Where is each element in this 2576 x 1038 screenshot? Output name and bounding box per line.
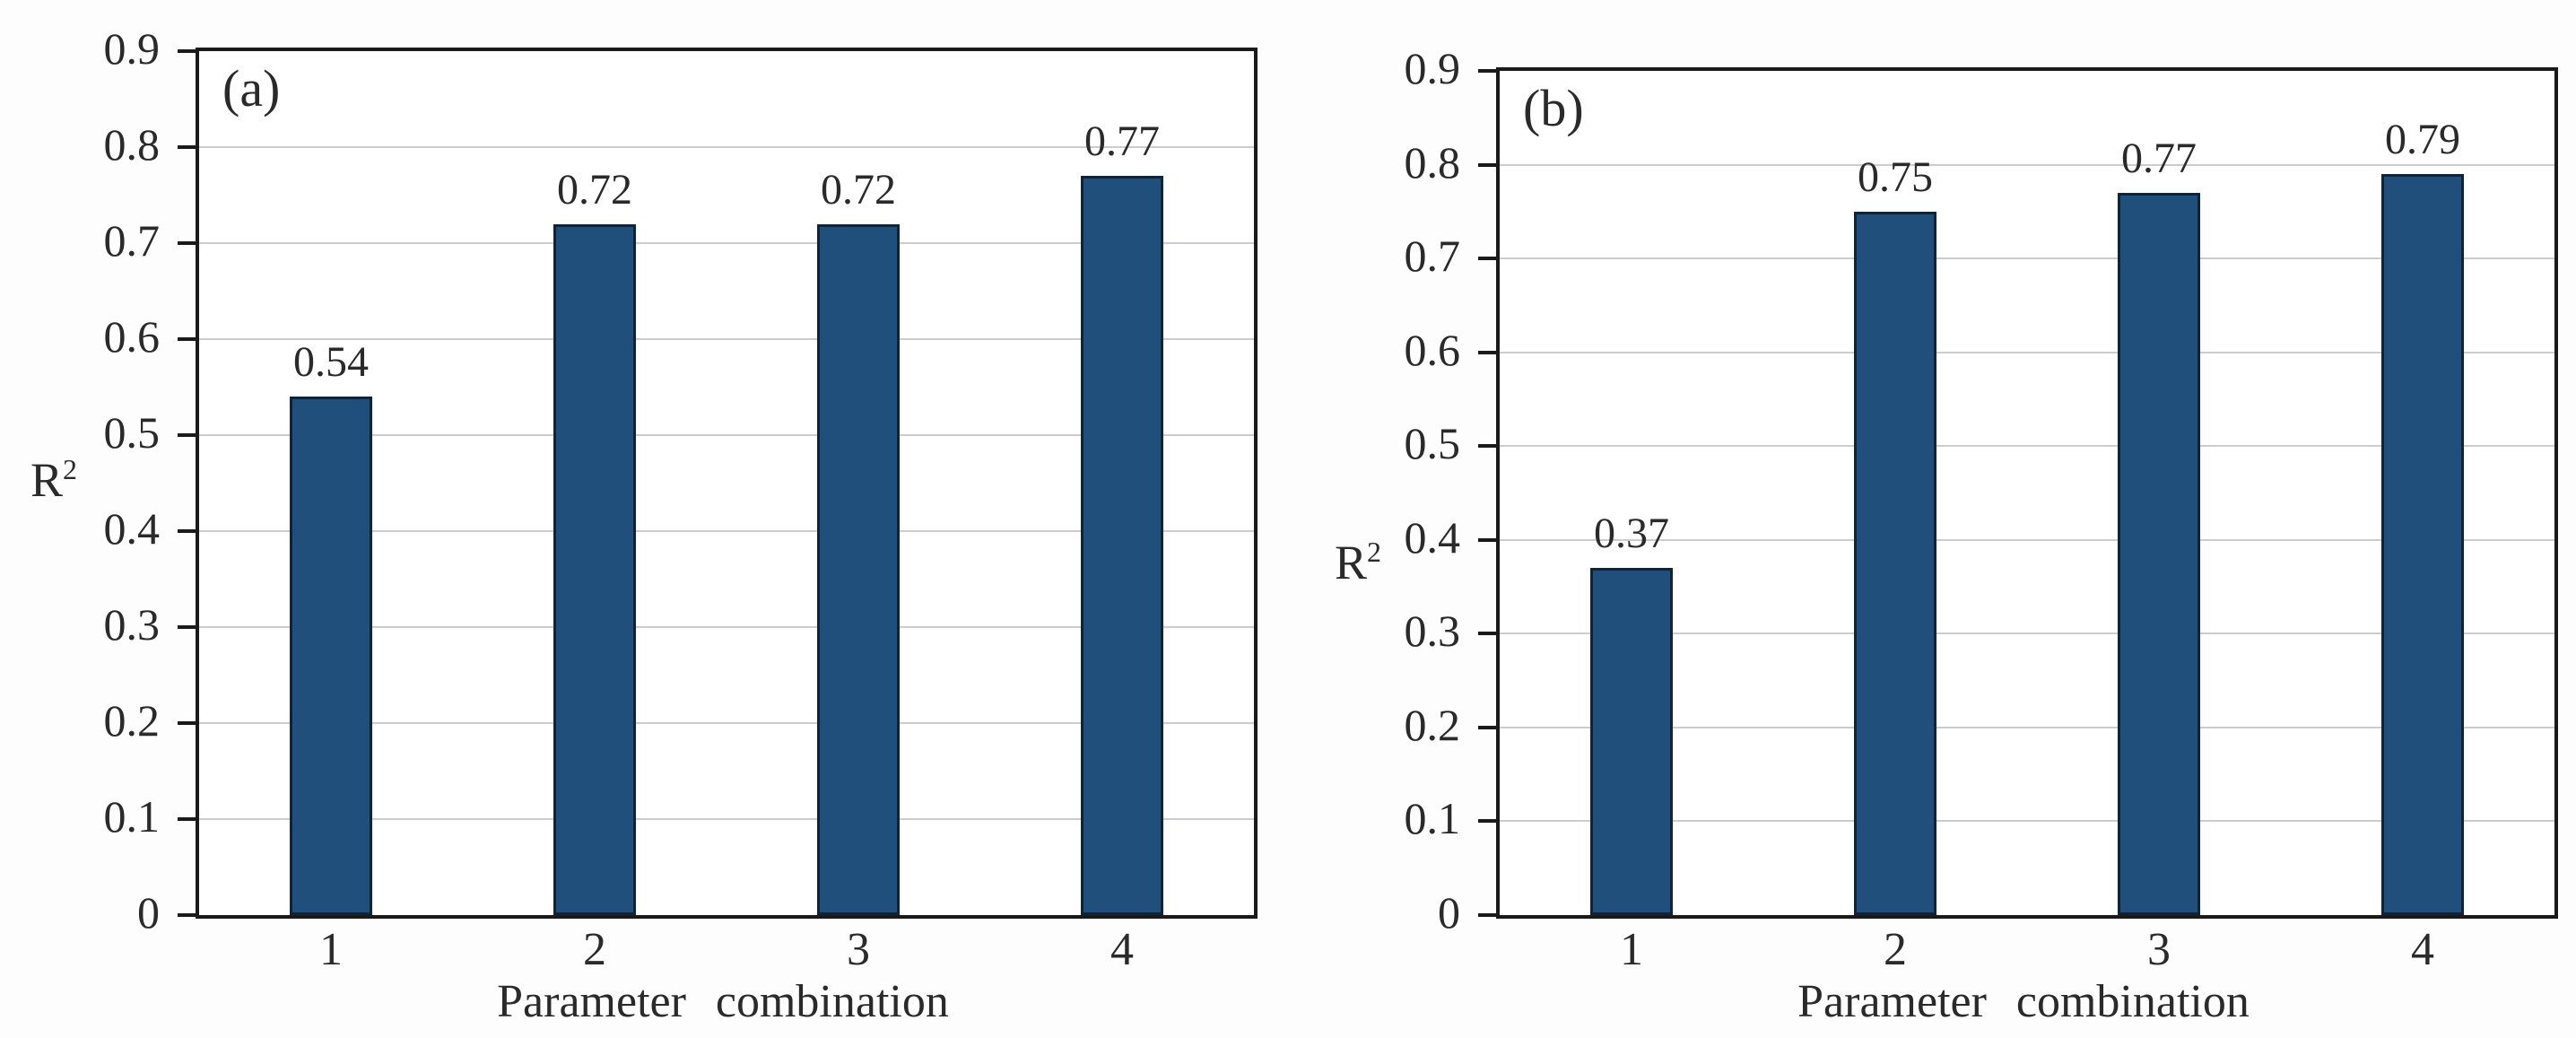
y-axis-title: R2: [1335, 536, 1382, 589]
bar-value-label: 0.77: [2121, 134, 2197, 182]
bar: [1854, 211, 1936, 915]
x-tick-label: 4: [2411, 924, 2434, 975]
gridline: [199, 818, 1254, 820]
y-tick-label: 0.5: [1404, 418, 1461, 469]
y-axis-title: R2: [30, 453, 78, 507]
bar: [553, 223, 636, 915]
panel-letter-a: (a): [222, 59, 281, 118]
y-axis-tick: [178, 49, 196, 53]
y-axis-title-exponent: 2: [63, 453, 78, 485]
gridline: [1500, 632, 2554, 635]
y-axis-tick: [178, 817, 196, 821]
y-tick-label: 0.3: [1404, 606, 1461, 657]
bar-value-label: 0.54: [293, 338, 369, 387]
gridline: [199, 338, 1254, 340]
y-tick-label: 0.5: [103, 407, 161, 458]
x-tick-label: 1: [319, 924, 343, 975]
gridline: [1500, 726, 2554, 728]
gridline: [1500, 538, 2554, 541]
bar-value-label: 0.72: [821, 165, 896, 214]
bar-value-label: 0.77: [1084, 118, 1160, 166]
gridline: [1500, 257, 2554, 260]
y-axis-tick: [1478, 632, 1496, 636]
bar-value-label: 0.37: [1594, 510, 1669, 558]
x-tick-label: 2: [583, 924, 606, 975]
x-tick-label: 1: [1620, 924, 1643, 975]
bar: [2118, 192, 2200, 915]
y-axis-tick: [178, 241, 196, 245]
y-tick-label: 0.7: [103, 215, 161, 266]
gridline: [199, 626, 1254, 628]
y-axis-tick: [1478, 913, 1496, 917]
y-tick-label: 0.7: [1404, 231, 1461, 282]
panel-a: R2 (a) 0 0.1 0.2 0.3 0.4 0.5 0.6 0.7 0.8 0.9 0.54 0…: [0, 0, 1259, 1038]
gridline: [1500, 351, 2554, 353]
y-tick-label: 0.1: [1404, 793, 1461, 844]
y-tick-label: 0.1: [103, 791, 161, 842]
x-tick-label: 3: [2147, 924, 2171, 975]
x-tick-label: 2: [1884, 924, 1907, 975]
y-tick-label: 0.4: [103, 503, 161, 554]
y-axis-tick: [1478, 444, 1496, 449]
y-axis-title-base: R: [1335, 536, 1368, 589]
y-axis-tick: [1478, 350, 1496, 354]
gridline: [199, 242, 1254, 244]
y-tick-label: 0.6: [1404, 324, 1461, 375]
y-axis-tick: [1478, 725, 1496, 729]
bar-value-label: 0.79: [2385, 116, 2460, 164]
y-tick-label: 0.8: [103, 119, 161, 170]
x-tick-label: 3: [847, 924, 870, 975]
plot-area-b: (b) 0 0.1 0.2 0.3 0.4 0.5 0.6 0.7 0.8 0.9 0.37 0.75…: [1405, 46, 2558, 935]
x-axis-title: Parameter combination: [1797, 976, 2250, 1027]
y-axis-tick: [178, 913, 196, 917]
y-axis-tick: [178, 625, 196, 629]
y-axis-tick: [1478, 162, 1496, 167]
y-tick-label: 0.2: [103, 695, 161, 746]
y-tick-label: 0: [137, 887, 160, 938]
bar: [1590, 568, 1673, 915]
y-tick-label: 0.8: [1404, 136, 1461, 188]
bar-value-label: 0.75: [1858, 153, 1933, 201]
panel-letter-b: (b): [1523, 79, 1584, 137]
gridline: [1500, 163, 2554, 166]
y-axis-title-exponent: 2: [1367, 536, 1382, 568]
y-tick-label: 0.3: [103, 599, 161, 650]
bar: [817, 223, 900, 915]
y-tick-label: 0.2: [1404, 699, 1461, 750]
x-axis-title: Parameter combination: [497, 976, 949, 1027]
y-tick-label: 0.4: [1404, 511, 1461, 563]
y-axis-tick: [1478, 819, 1496, 824]
y-tick-label: 0.6: [103, 311, 161, 362]
panel-b: R2 (b) 0 0.1 0.2 0.3 0.4 0.5 0.6 0.7 0.8 0.9 0.37 0…: [1317, 0, 2576, 1038]
y-axis-tick: [178, 721, 196, 725]
y-axis-tick: [178, 433, 196, 437]
gridline: [199, 530, 1254, 532]
plot-area-a: (a) 0 0.1 0.2 0.3 0.4 0.5 0.6 0.7 0.8 0.9 0.54 0.72…: [104, 26, 1258, 935]
gridline: [199, 722, 1254, 724]
y-axis-tick: [178, 529, 196, 533]
gridline: [1500, 820, 2554, 823]
y-tick-label: 0.9: [103, 23, 161, 74]
y-axis-tick: [178, 337, 196, 341]
x-tick-label: 4: [1110, 924, 1134, 975]
y-axis-tick: [178, 145, 196, 149]
bar: [2381, 174, 2464, 915]
bar: [290, 397, 372, 915]
gridline: [199, 146, 1254, 148]
y-axis-title-base: R: [30, 453, 64, 507]
gridline: [1500, 445, 2554, 448]
y-tick-label: 0.9: [1404, 43, 1461, 93]
y-tick-label: 0: [1438, 887, 1460, 938]
bar: [1081, 176, 1163, 915]
y-axis-tick: [1478, 69, 1496, 73]
bar-value-label: 0.72: [557, 165, 632, 214]
y-axis-tick: [1478, 537, 1496, 542]
y-axis-tick: [1478, 257, 1496, 261]
gridline: [199, 434, 1254, 436]
